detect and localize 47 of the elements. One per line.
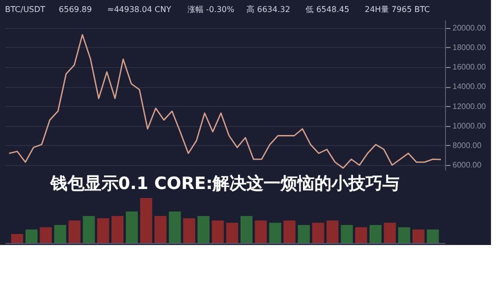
bar xyxy=(326,220,338,243)
bar xyxy=(412,230,424,243)
bar xyxy=(40,227,52,243)
y-tick-label: 18000.00 xyxy=(452,42,486,52)
bar xyxy=(112,216,124,243)
bar xyxy=(240,216,252,243)
y-tick-label: 16000.00 xyxy=(452,62,486,72)
bar xyxy=(212,220,224,243)
bar xyxy=(154,216,166,243)
y-tick-label: 8000.00 xyxy=(452,140,482,150)
bar xyxy=(312,222,324,243)
bar xyxy=(198,216,210,243)
y-tick-label: 10000.00 xyxy=(452,121,486,130)
bar xyxy=(26,230,38,243)
text: ≈44938.04 CNY xyxy=(107,5,172,14)
bar xyxy=(284,220,296,243)
text: 涨幅 -0.30% xyxy=(188,5,235,14)
y-tick-label: 12000.00 xyxy=(452,102,486,111)
bar xyxy=(97,218,110,243)
bar xyxy=(140,198,152,243)
bar xyxy=(355,227,368,243)
y-tick-label: 20000.00 xyxy=(452,23,486,32)
bar xyxy=(426,230,439,243)
bar xyxy=(254,220,267,243)
text: 24H量 7965 BTC xyxy=(364,5,430,14)
text: BTC/USDT xyxy=(5,5,46,14)
bar xyxy=(398,227,410,243)
bar xyxy=(370,225,382,243)
bar xyxy=(54,225,66,243)
bar xyxy=(226,222,238,243)
bar xyxy=(168,212,181,243)
bar xyxy=(126,212,138,243)
bar xyxy=(82,216,95,243)
bar xyxy=(68,220,80,243)
text: 6569.89 xyxy=(58,5,92,14)
line-series xyxy=(8,34,442,169)
text: 低 6548.45 xyxy=(306,5,350,14)
y-tick-label: 6000.00 xyxy=(452,160,482,170)
text: 钱包显示0.1 CORE:解决这一烦恼的小技巧与 xyxy=(49,174,400,194)
bar xyxy=(298,225,310,243)
bar xyxy=(11,234,24,243)
bar xyxy=(183,218,196,243)
bar xyxy=(269,222,282,243)
text: 高 6634.32 xyxy=(246,5,290,14)
bar xyxy=(340,225,353,243)
y-tick-label: 14000.00 xyxy=(452,82,486,92)
bar xyxy=(384,222,396,243)
